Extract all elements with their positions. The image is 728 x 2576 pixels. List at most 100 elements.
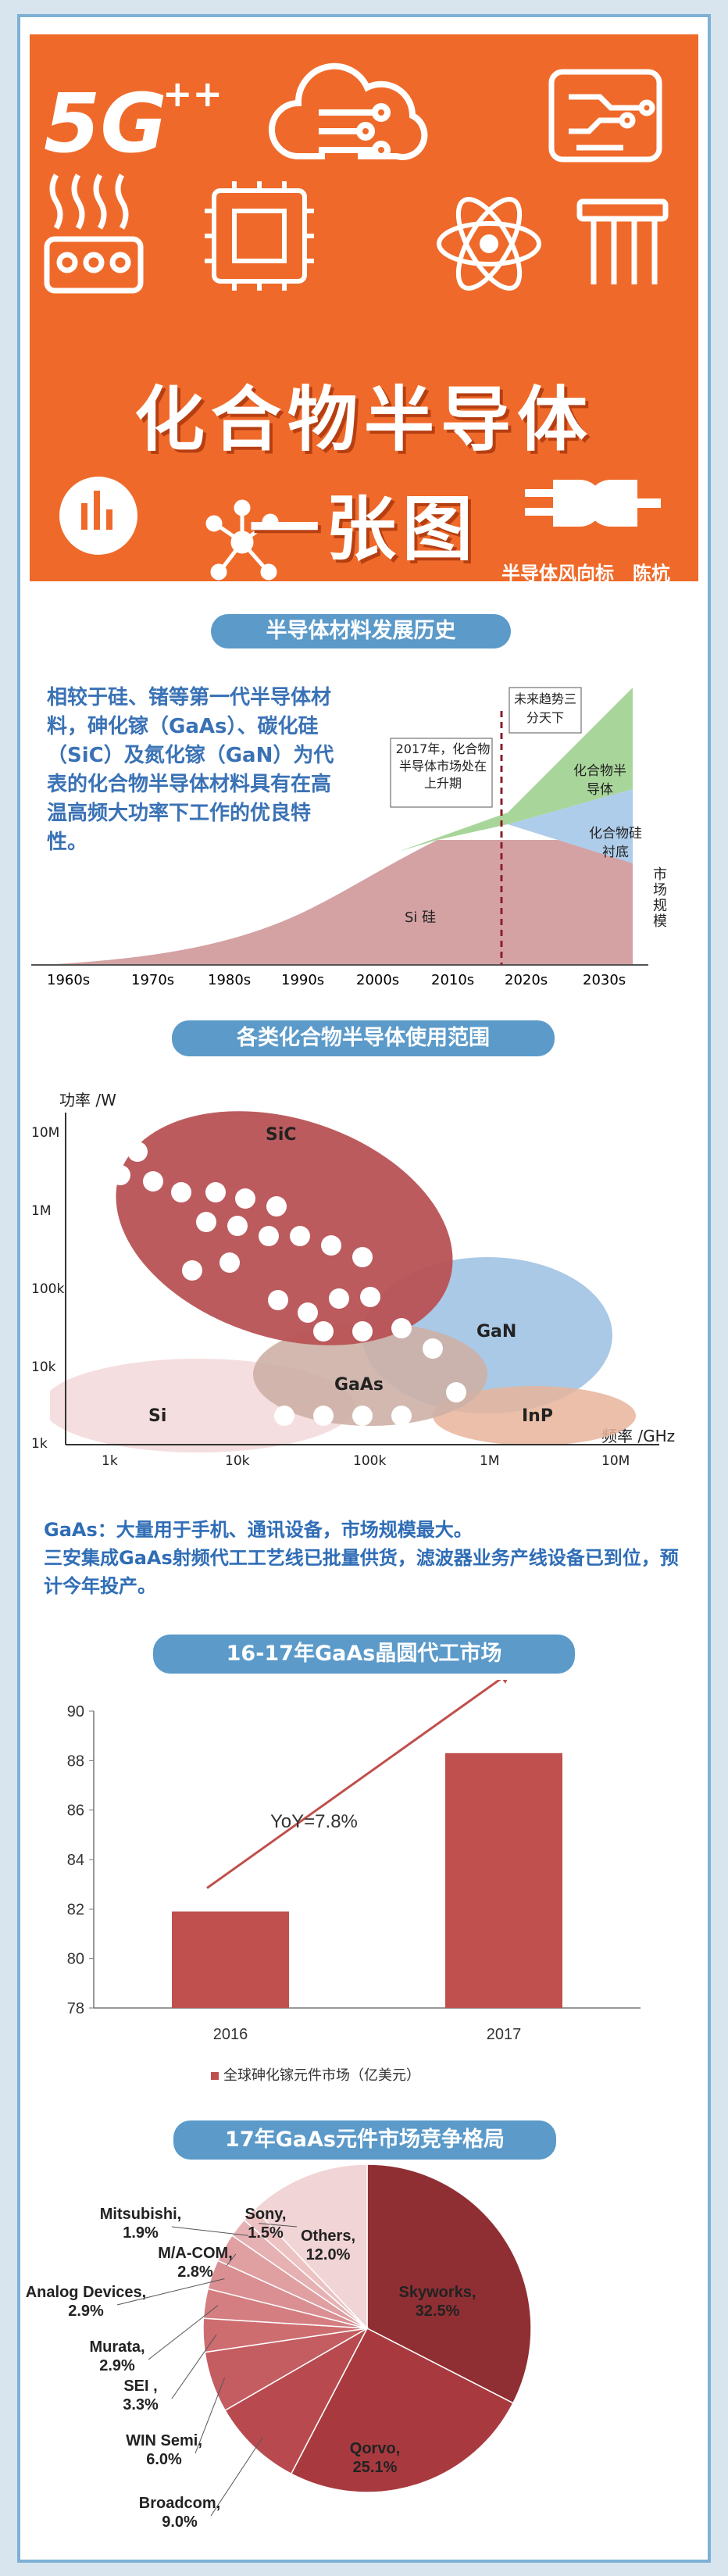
circuit-board-icon [548, 69, 662, 163]
decade-label: 1980s [208, 972, 252, 988]
trend-arrow-head [502, 1680, 508, 1684]
pie-leader-line [210, 2437, 263, 2517]
usage-chart [50, 1111, 659, 1452]
bar-category-label: 2016 [213, 2026, 248, 2043]
region-label-gaas: GaAs [334, 1375, 384, 1395]
section-title-usage-text: 各类化合物半导体使用范围 [237, 1026, 490, 1050]
heating-element-icon [44, 173, 144, 294]
region-sic [116, 1111, 453, 1345]
bar-chart: 78 80 82 84 86 88 90 2016 2017 [67, 1680, 641, 2043]
pie-leader-line [171, 2226, 248, 2236]
pie-label: Qorvo, 25.1% [350, 2440, 400, 2476]
gaas-description: GaAs：大量用于手机、通讯设备，市场规模最大。 三安集成GaAs射频代工工艺线… [44, 1516, 684, 1600]
si-area [39, 840, 633, 965]
pie-leader-line [194, 2378, 226, 2454]
5g-logo-icon: 5G ++ [44, 73, 223, 171]
gaas-text-line1: GaAs：大量用于手机、通讯设备，市场规模最大。 [44, 1519, 473, 1541]
pie-label: Others, 12.0% [301, 2228, 355, 2263]
region-label-gan: GaN [476, 1322, 517, 1342]
bar-y-tick-label: 84 [67, 1852, 84, 1869]
pie-label: SEI , 3.3% [123, 2378, 159, 2413]
bar-2016 [172, 1911, 289, 2008]
xtick: 1k [102, 1453, 118, 1469]
pie-chart-title-text: 17年GaAs元件市场竞争格局 [225, 2128, 505, 2152]
decade-row: 1960s 1970s 1980s 1990s 2000s 2010s 2020… [47, 972, 641, 992]
molecule-icon [205, 499, 279, 581]
bar-y-tick-label: 88 [67, 1752, 84, 1770]
xtick: 1M [480, 1453, 500, 1469]
application-icons [73, 1126, 466, 1426]
pie-label: Broadcom, 9.0% [139, 2495, 220, 2531]
trend-arrow [206, 1680, 501, 1889]
note-future: 未来趋势三分天下 [513, 691, 576, 725]
ytick: 10M [31, 1125, 60, 1141]
pie-slice-broadcom [224, 2327, 369, 2475]
label-compound: 化合物半导体 [573, 763, 626, 798]
bar-annotation: YoY=7.8% [270, 1811, 358, 1832]
svg-text:5G: 5G [44, 76, 167, 171]
plug-icon [525, 480, 661, 527]
pie-leader-line [226, 2253, 237, 2267]
bar-category-label: 2017 [487, 2026, 522, 2043]
hero-banner: 5G ++ [30, 34, 698, 584]
section-title-history: 半导体材料发展历史 [211, 614, 511, 648]
region-label-sic: SiC [266, 1125, 297, 1145]
atom-icon [437, 197, 541, 291]
pie-slice-qorvo [290, 2327, 514, 2493]
decade-label: 1960s [47, 972, 91, 988]
bar-legend-swatch [211, 2072, 219, 2080]
pie-slice-skyworks [366, 2164, 532, 2404]
section-title-usage: 各类化合物半导体使用范围 [172, 1020, 555, 1056]
region-label-inp: InP [522, 1406, 553, 1426]
bar-y-tick-label: 82 [67, 1901, 84, 1918]
xtick: 100k [353, 1453, 387, 1469]
hero-icons: 5G ++ [44, 63, 669, 581]
pie-label: Mitsubishi, 1.9% [100, 2206, 181, 2242]
bar-2017 [445, 1752, 562, 2008]
pie-slice-others [254, 2164, 368, 2330]
label-compound-si: 化合物硅衬底 [589, 826, 642, 860]
heat-sink-icon [576, 198, 669, 284]
decade-label: 2030s [583, 972, 626, 988]
pie-label: M/A-COM, 2.8% [158, 2245, 233, 2281]
ytick: 1M [31, 1203, 52, 1219]
ytick: 100k [31, 1281, 65, 1297]
decade-label: 1970s [131, 972, 175, 988]
region-inp [433, 1386, 636, 1445]
history-chart [31, 687, 648, 966]
compound-area [398, 688, 633, 852]
xtick: 10k [225, 1453, 250, 1469]
decade-label: 2020s [505, 972, 548, 988]
pie-leader-line [148, 2305, 219, 2360]
gaas-text-line2: 三安集成GaAs射频代工工艺线已批量供货，滤波器业务产线设备已到位，预计今年投产… [44, 1547, 679, 1597]
decade-label: 2000s [356, 972, 400, 988]
decade-label: 1990s [281, 972, 325, 988]
pie-leader-line [171, 2334, 217, 2399]
chip-icon [205, 181, 314, 291]
page-title-line1: 化合物半导体 [134, 379, 594, 461]
ytick: 10k [31, 1359, 56, 1375]
bar-chart-title: 16-17年GaAs晶圆代工市场 [153, 1635, 575, 1674]
bar-y-tick-label: 78 [67, 2000, 84, 2017]
pie-label: Analog Devices, 2.9% [26, 2284, 147, 2320]
bar-y-tick-label: 86 [67, 1802, 84, 1820]
decade-label: 2010s [431, 972, 475, 988]
author-credit: 半导体风向标 陈杭 [501, 563, 670, 584]
pie-leader-line [116, 2278, 225, 2306]
pie-label: Sony, 1.5% [245, 2206, 287, 2242]
cloud-network-icon [269, 63, 428, 160]
bar-chart-title-text: 16-17年GaAs晶圆代工市场 [226, 1642, 502, 1666]
bar-y-tick-label: 90 [67, 1703, 84, 1720]
pie-label: Skyworks, 32.5% [399, 2284, 476, 2320]
intro-paragraph: 相较于硅、锗等第一代半导体材料，砷化镓（GaAs）、碳化硅（SiC）及氮化镓（G… [47, 686, 334, 854]
pie-label: WIN Semi, 6.0% [126, 2432, 202, 2468]
usage-ylabel: 功率 /W [59, 1091, 116, 1109]
note-2017: 2017年，化合物半导体市场处在上升期 [395, 741, 491, 791]
pie-chart-title: 17年GaAs元件市场竞争格局 [173, 2120, 556, 2160]
usage-xticks: 1k 10k 100k 1M 10M [102, 1453, 633, 1472]
pie-chart: Skyworks, 32.5% Qorvo, 25.1% Broadcom, 9.0% WI… [26, 2164, 532, 2531]
xtick: 10M [601, 1453, 630, 1469]
pie-label: Murata, 2.9% [89, 2338, 145, 2374]
bar-legend: 全球砷化镓元件市场（亿美元） [211, 2064, 420, 2085]
compound-si-area [508, 789, 633, 863]
